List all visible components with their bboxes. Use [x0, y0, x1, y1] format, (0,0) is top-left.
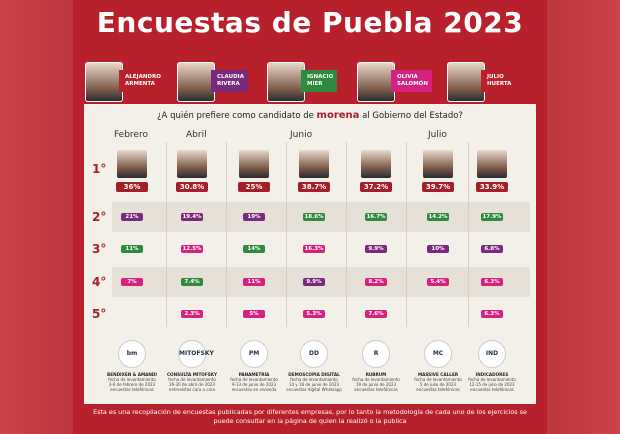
infographic-card: Encuestas de Puebla 2023 ALEJANDRO ARMEN…	[73, 0, 547, 434]
leader-photo	[117, 150, 147, 178]
footer-note: Esta es una recopilación de encuestas pu…	[93, 408, 527, 425]
fourth-place-percent: 11%	[243, 278, 265, 286]
second-place-percent: 19.4%	[181, 213, 203, 221]
pollster-logo: DD	[300, 340, 328, 368]
fourth-place-percent: 6.3%	[481, 278, 503, 286]
third-place-percent: 12.5%	[181, 245, 203, 253]
first-place-percent: 37.2%	[360, 182, 392, 192]
column-divider	[346, 142, 347, 327]
candidate-photo	[357, 62, 395, 102]
rank-label: 5°	[92, 307, 107, 321]
fifth-place-percent: 5.3%	[303, 310, 325, 318]
fifth-place-percent: 7.6%	[365, 310, 387, 318]
pollster-info: RUBRUM fecha de levantamiento 19 de junio …	[352, 372, 400, 392]
leader-photo	[361, 150, 391, 178]
month-label: Junio	[290, 130, 313, 140]
fourth-place-percent: 5.4%	[427, 278, 449, 286]
leader-photo	[177, 150, 207, 178]
candidate-photo	[85, 62, 123, 102]
candidate-name: CLAUDIA RIVERA	[211, 70, 248, 92]
pollster-info: MASSIVE CALLER fecha de levantamiento 5 de…	[414, 372, 462, 392]
background-blur-right	[540, 0, 620, 434]
pollster-info: PANAMETRÍA fecha de levantamiento 9-13 de …	[230, 372, 278, 392]
first-place-percent: 36%	[116, 182, 148, 192]
fourth-place-percent: 9.9%	[303, 278, 325, 286]
morena-logo: morena	[316, 110, 360, 121]
candidate-photo	[177, 62, 215, 102]
fourth-place-percent: 8.2%	[365, 278, 387, 286]
candidate-name: ALEJANDRO ARMENTA	[119, 70, 165, 92]
pollster-logo: R	[362, 340, 390, 368]
rank-label: 3°	[92, 242, 107, 256]
leader-photo	[299, 150, 329, 178]
candidate-photo	[447, 62, 485, 102]
third-place-percent: 14%	[243, 245, 265, 253]
results-table: ¿A quién prefiere como candidato de more…	[84, 104, 536, 404]
candidate-name: JULIO HUERTA	[481, 70, 516, 92]
first-place-percent: 30.8%	[176, 182, 208, 192]
pollster-logo: MITOFSKY	[178, 340, 214, 368]
pollster-logo: IND	[478, 340, 506, 368]
third-place-percent: 16.3%	[303, 245, 325, 253]
fifth-place-percent: 5%	[243, 310, 265, 318]
column-divider	[226, 142, 227, 327]
rank-label: 4°	[92, 275, 107, 289]
first-place-percent: 33.9%	[476, 182, 508, 192]
leader-photo	[423, 150, 453, 178]
first-place-percent: 39.7%	[422, 182, 454, 192]
column-divider	[286, 142, 287, 327]
fourth-place-percent: 7.4%	[181, 278, 203, 286]
page-title: Encuestas de Puebla 2023	[96, 6, 524, 39]
pollster-info: CONSULTA MITOFSKY fecha de levantamiento 2…	[166, 372, 218, 392]
fourth-place-percent: 7%	[121, 278, 143, 286]
second-place-percent: 14.2%	[427, 213, 449, 221]
second-place-percent: 17.9%	[481, 213, 503, 221]
pollster-info: BENDIXEN & AMANDI fecha de levantamiento 3…	[107, 372, 157, 392]
leader-photo	[239, 150, 269, 178]
third-place-percent: 9.9%	[365, 245, 387, 253]
background-blur-left	[0, 0, 80, 434]
fifth-place-percent: 6.3%	[481, 310, 503, 318]
month-label: Julio	[428, 130, 447, 140]
pollster-logo: MC	[424, 340, 452, 368]
candidate-photo	[267, 62, 305, 102]
pollster-logo: bm	[118, 340, 146, 368]
candidate-strip: ALEJANDRO ARMENTA CLAUDIA RIVERA IGNACIO…	[85, 62, 537, 102]
leader-photo	[477, 150, 507, 178]
column-divider	[166, 142, 167, 327]
third-place-percent: 6.8%	[481, 245, 503, 253]
second-place-percent: 16.7%	[365, 213, 387, 221]
first-place-percent: 38.7%	[298, 182, 330, 192]
fifth-place-percent: 2.3%	[181, 310, 203, 318]
second-place-percent: 21%	[121, 213, 143, 221]
second-place-percent: 18.6%	[303, 213, 325, 221]
third-place-percent: 10%	[427, 245, 449, 253]
question: ¿A quién prefiere como candidato de more…	[157, 110, 463, 121]
first-place-percent: 25%	[238, 182, 270, 192]
rank-label: 1°	[92, 162, 107, 176]
second-place-percent: 19%	[243, 213, 265, 221]
pollster-info: INDICADORES fecha de levantamiento 12-15 d…	[468, 372, 516, 392]
candidate-name: IGNACIO MIER	[301, 70, 338, 92]
column-divider	[406, 142, 407, 327]
rank-label: 2°	[92, 210, 107, 224]
third-place-percent: 11%	[121, 245, 143, 253]
pollster-logo: PM	[240, 340, 268, 368]
column-divider	[468, 142, 469, 327]
pollster-info: DEMOSCOPIA DIGITAL fecha de levantamiento…	[286, 372, 342, 392]
month-label: Abril	[186, 130, 207, 140]
candidate-name: OLIVIA SALOMÓN	[391, 70, 432, 92]
month-label: Febrero	[114, 130, 148, 140]
